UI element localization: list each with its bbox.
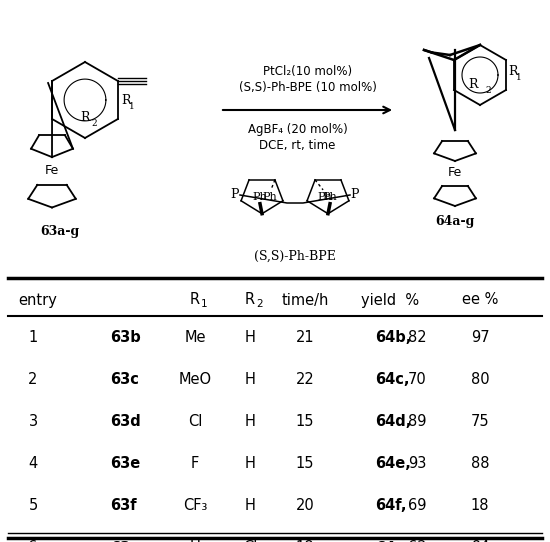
Text: 18: 18 [296, 540, 314, 542]
Text: H: H [190, 540, 200, 542]
Text: (S,S)-Ph-BPE (10 mol%): (S,S)-Ph-BPE (10 mol%) [239, 81, 376, 94]
Text: 5: 5 [29, 499, 37, 513]
Text: Ph: Ph [318, 192, 332, 202]
Text: Fe: Fe [448, 166, 462, 179]
Text: 64f,: 64f, [375, 499, 406, 513]
Text: 64d,: 64d, [375, 415, 411, 429]
Text: 2: 2 [28, 372, 38, 388]
Text: entry: entry [18, 293, 57, 307]
Text: 97: 97 [471, 331, 490, 345]
Text: MeO: MeO [178, 372, 212, 388]
Text: 2: 2 [91, 119, 97, 128]
Text: yield  %: yield % [361, 293, 419, 307]
Text: H: H [245, 331, 255, 345]
Text: Ph: Ph [262, 192, 277, 202]
Text: 21: 21 [296, 331, 314, 345]
Text: H: H [245, 456, 255, 472]
Text: Ph: Ph [252, 192, 267, 202]
Text: 2: 2 [256, 299, 263, 309]
Text: 64b,: 64b, [375, 331, 411, 345]
Text: CF₃: CF₃ [183, 499, 207, 513]
Text: 15: 15 [296, 415, 314, 429]
Text: 80: 80 [471, 372, 490, 388]
Text: R: R [469, 78, 478, 91]
Text: 63b: 63b [110, 331, 141, 345]
Text: 70: 70 [408, 372, 427, 388]
Text: Cl: Cl [243, 540, 257, 542]
Text: PtCl₂(10 mol%): PtCl₂(10 mol%) [263, 66, 352, 79]
Text: R: R [121, 94, 130, 107]
Text: 1: 1 [29, 331, 37, 345]
Text: R: R [245, 293, 255, 307]
Text: 63e: 63e [110, 456, 140, 472]
Text: time/h: time/h [281, 293, 329, 307]
Text: 18: 18 [471, 499, 490, 513]
Text: 15: 15 [296, 456, 314, 472]
Text: 69: 69 [408, 499, 426, 513]
Text: 2: 2 [485, 86, 491, 95]
Text: Me: Me [184, 331, 206, 345]
Text: 63a-g: 63a-g [40, 225, 80, 238]
Text: 63f: 63f [110, 499, 136, 513]
Text: 22: 22 [296, 372, 315, 388]
Text: AgBF₄ (20 mol%): AgBF₄ (20 mol%) [248, 124, 348, 137]
Text: ee %: ee % [462, 293, 498, 307]
Text: P: P [351, 189, 359, 202]
Text: 64c,: 64c, [375, 372, 410, 388]
Text: 1: 1 [129, 102, 135, 111]
Text: 64g,: 64g, [375, 540, 411, 542]
Text: 3: 3 [29, 415, 37, 429]
Text: H: H [245, 372, 255, 388]
Text: 1: 1 [516, 73, 522, 82]
Text: R: R [190, 293, 200, 307]
Text: DCE, rt, time: DCE, rt, time [259, 139, 336, 152]
Text: (S,S)-Ph-BPE: (S,S)-Ph-BPE [254, 250, 336, 263]
Text: 88: 88 [471, 456, 490, 472]
Text: F: F [191, 456, 199, 472]
Text: R: R [508, 65, 518, 78]
Text: 20: 20 [296, 499, 315, 513]
Text: 6: 6 [29, 540, 37, 542]
Text: 63c: 63c [110, 372, 139, 388]
Text: 63d: 63d [110, 415, 141, 429]
Text: 93: 93 [408, 456, 426, 472]
Text: Fe: Fe [45, 164, 59, 177]
Text: 4: 4 [29, 456, 37, 472]
Text: R: R [80, 111, 90, 124]
Text: 64a-g: 64a-g [435, 215, 475, 228]
Text: 64e,: 64e, [375, 456, 411, 472]
Text: 82: 82 [408, 331, 427, 345]
Text: 89: 89 [408, 415, 426, 429]
Text: Cl: Cl [188, 415, 202, 429]
Text: H: H [245, 499, 255, 513]
Text: 1: 1 [201, 299, 208, 309]
Text: Ph: Ph [323, 192, 337, 202]
Text: 75: 75 [471, 415, 490, 429]
Text: 62: 62 [408, 540, 427, 542]
Text: P: P [231, 189, 239, 202]
Text: 63g: 63g [110, 540, 141, 542]
Text: 94: 94 [471, 540, 490, 542]
Text: H: H [245, 415, 255, 429]
